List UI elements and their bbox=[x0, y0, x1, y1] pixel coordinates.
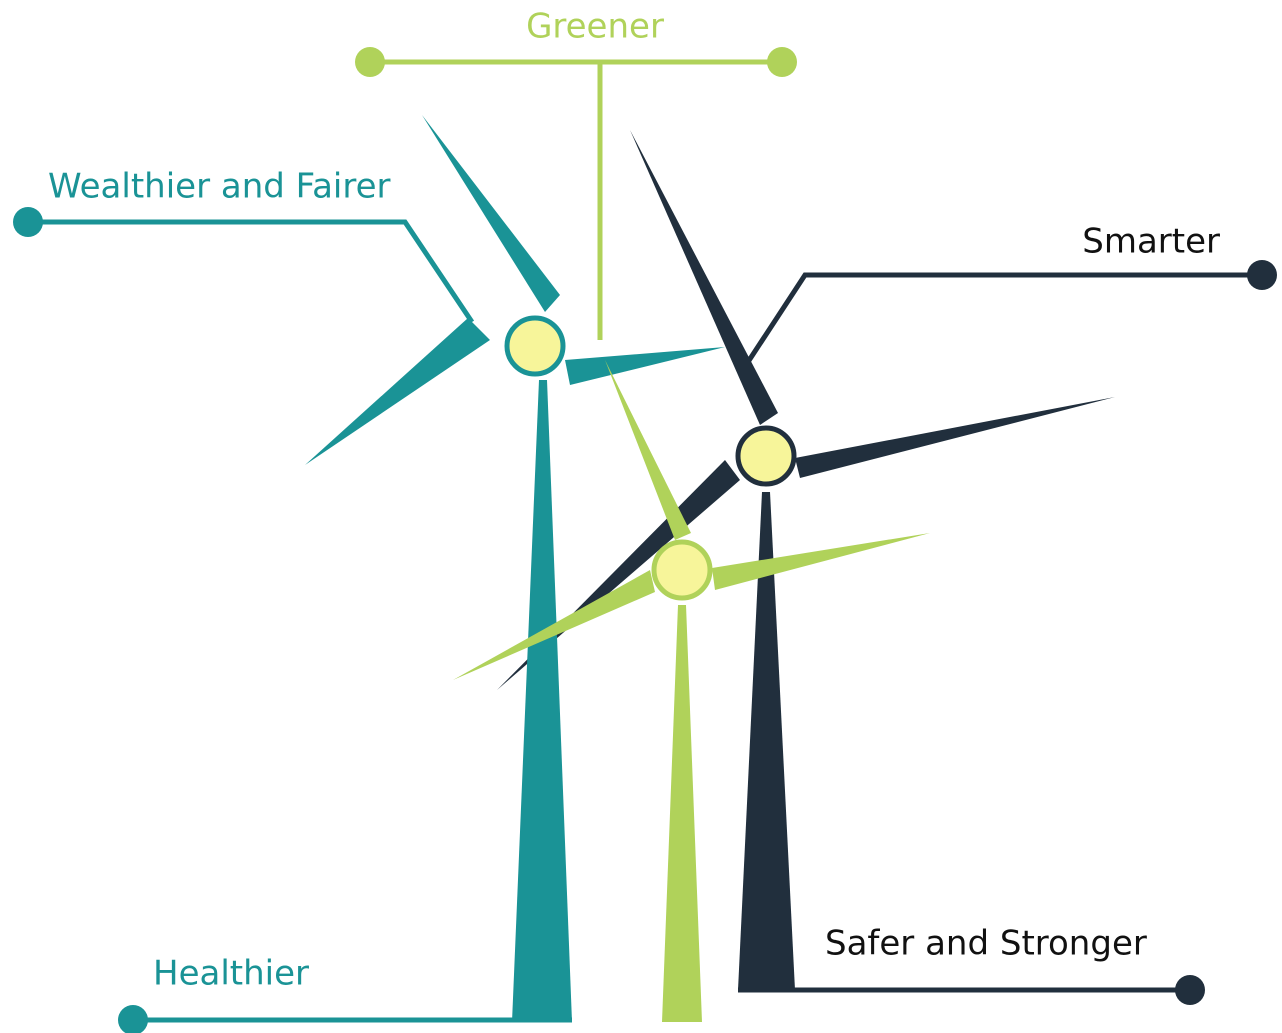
label: Smarter bbox=[1082, 222, 1220, 262]
dot bbox=[1175, 975, 1205, 1005]
label: Greener bbox=[526, 7, 664, 47]
hub bbox=[507, 318, 563, 374]
dot bbox=[355, 47, 385, 77]
dot bbox=[13, 207, 43, 237]
label: Wealthier and Fairer bbox=[48, 167, 390, 207]
smarter-connector bbox=[748, 275, 1262, 362]
wealthier-connector bbox=[28, 222, 472, 322]
diagram: Greener Wealthier and Fairer Smarter Hea… bbox=[0, 0, 1282, 1033]
hub bbox=[738, 428, 794, 484]
hub bbox=[654, 542, 710, 598]
label: Safer and Stronger bbox=[825, 924, 1147, 964]
dot bbox=[118, 1005, 148, 1033]
dot bbox=[767, 47, 797, 77]
greener-connector bbox=[370, 62, 782, 340]
dot bbox=[1247, 260, 1277, 290]
label: Healthier bbox=[153, 954, 309, 994]
